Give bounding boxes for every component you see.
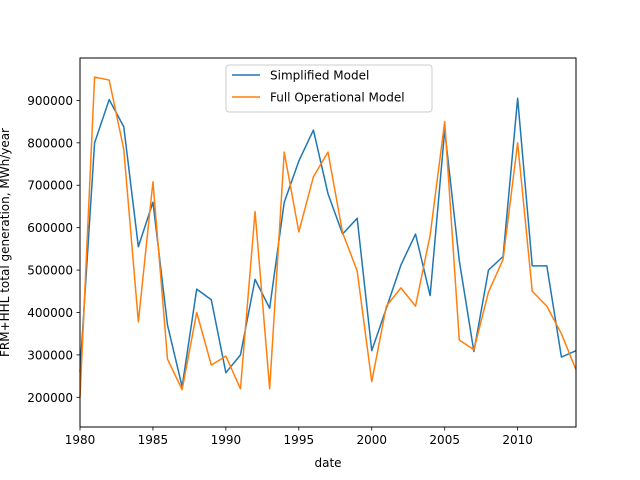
legend-label-full-operational-model: Full Operational Model: [270, 91, 405, 105]
legend-box: [225, 64, 433, 113]
x-axis-label: date: [314, 456, 341, 470]
x-tick-label: 2010: [502, 433, 533, 447]
y-tick-label: 500000: [27, 264, 73, 278]
y-tick-label: 200000: [27, 391, 73, 405]
x-tick-label: 1985: [138, 433, 169, 447]
x-tick-label: 2000: [356, 433, 387, 447]
y-tick-label: 700000: [27, 179, 73, 193]
x-tick-label: 2005: [429, 433, 460, 447]
legend-label-simplified-model: Simplified Model: [270, 69, 369, 83]
x-axis: 1980 1985 1990 1995 2000 2005 2010: [65, 427, 533, 447]
legend: Simplified Model Full Operational Model: [225, 64, 433, 113]
y-axis: 200000 300000 400000 500000 600000 700000 8000…: [27, 94, 80, 405]
axes-background: [80, 58, 576, 427]
y-tick-label: 400000: [27, 306, 73, 320]
y-tick-label: 900000: [27, 94, 73, 108]
series-layer: [79, 76, 577, 398]
y-tick-label: 300000: [27, 348, 73, 362]
x-tick-label: 1995: [284, 433, 315, 447]
series-line-full-operational-model: [79, 76, 577, 398]
axes-frame: [79, 57, 577, 428]
x-tick-label: 1990: [211, 433, 242, 447]
x-tick-label: 1980: [65, 433, 96, 447]
series-line-simplified-model: [79, 97, 577, 388]
plot-area: [79, 57, 577, 428]
y-tick-label: 600000: [27, 221, 73, 235]
y-tick-label: 800000: [27, 136, 73, 150]
y-axis-label: FRM+HHL total generation, MWh/year: [0, 128, 12, 357]
